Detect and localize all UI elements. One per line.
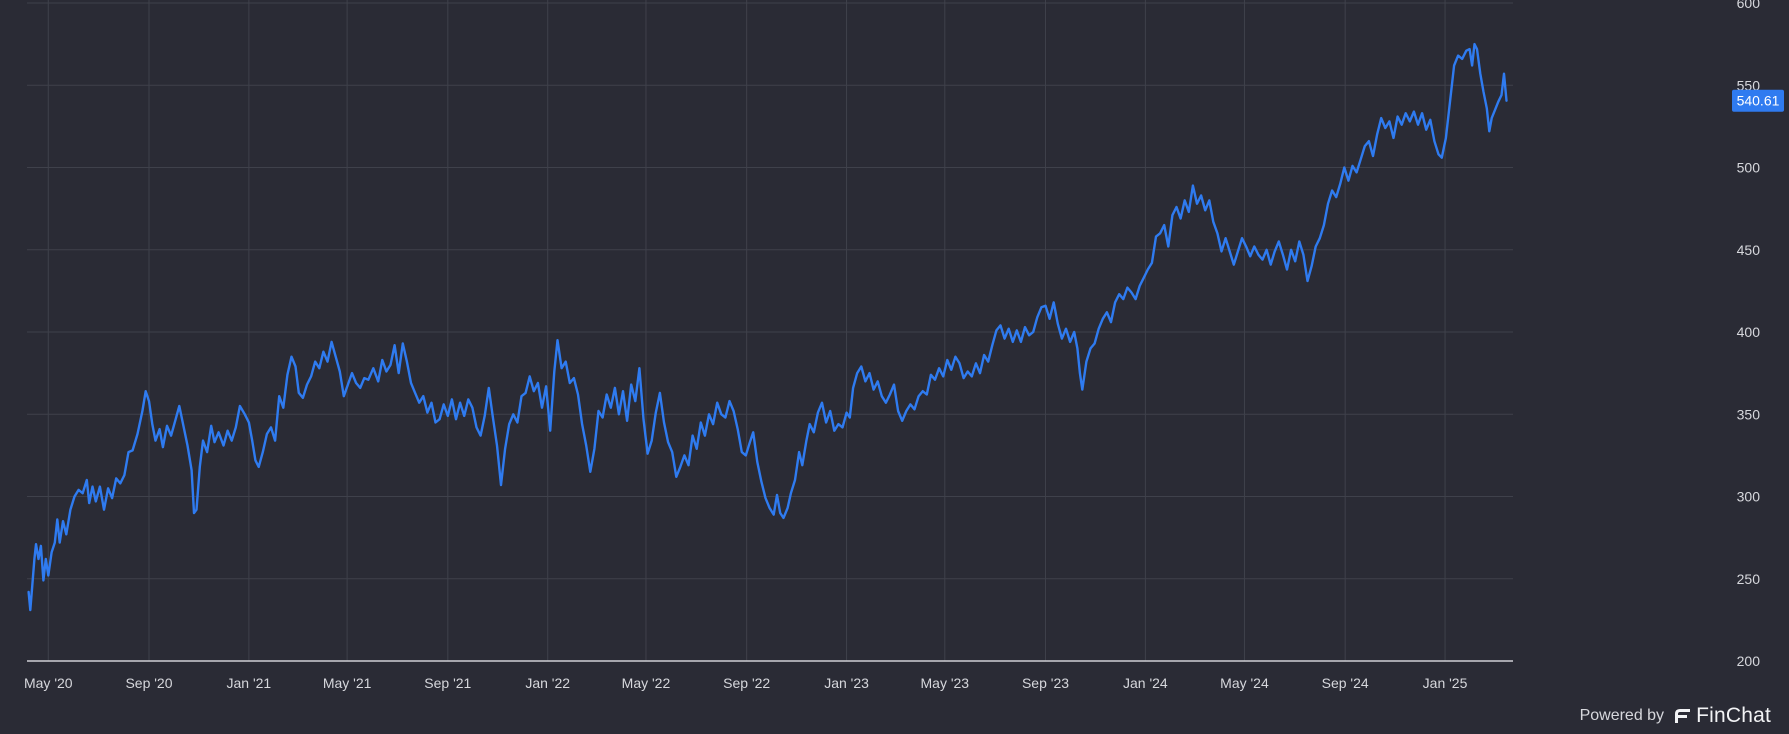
x-tick-label: May '24: [1220, 675, 1269, 691]
x-tick-label: Sep '23: [1022, 675, 1069, 691]
vertical-gridlines: [47, 0, 1446, 661]
x-tick-label: Sep '21: [424, 675, 471, 691]
x-tick-label: Sep '24: [1322, 675, 1369, 691]
y-tick-label: 200: [1737, 653, 1761, 669]
y-tick-label: 400: [1737, 324, 1761, 340]
x-tick-label: May '21: [323, 675, 372, 691]
horizontal-gridlines: [27, 2, 1513, 580]
y-tick-label: 600: [1737, 0, 1761, 11]
x-tick-label: Jan '23: [824, 675, 869, 691]
x-tick-label: May '22: [622, 675, 671, 691]
x-tick-label: Jan '22: [525, 675, 570, 691]
x-tick-label: Jan '21: [227, 675, 272, 691]
y-tick-label: 300: [1737, 489, 1761, 505]
y-tick-label: 450: [1737, 242, 1761, 258]
last-price-label: 540.61: [1737, 93, 1780, 109]
x-tick-label: May '20: [24, 675, 73, 691]
last-price-tag: 540.61: [1732, 89, 1784, 112]
y-tick-label: 500: [1737, 160, 1761, 176]
footer-attribution[interactable]: Powered by FinChat: [1580, 704, 1771, 728]
powered-by-label: Powered by: [1579, 707, 1665, 724]
price-series-line: [27, 42, 1508, 612]
finchat-logo-icon: [1675, 709, 1691, 723]
last-price-tag-background: [1732, 89, 1784, 112]
y-tick-label: 550: [1737, 77, 1761, 93]
x-tick-label: Jan '24: [1123, 675, 1168, 691]
x-tick-label: Jan '25: [1423, 675, 1468, 691]
y-tick-label: 350: [1737, 406, 1761, 422]
x-tick-label: Sep '20: [125, 675, 172, 691]
y-tick-label: 250: [1737, 571, 1761, 587]
x-axis-tick-labels: May '20 Sep '20 Jan '21 May '21 Sep '21 Jan '…: [24, 675, 1468, 691]
x-tick-label: May '23: [921, 675, 970, 691]
x-tick-label: Sep '22: [723, 675, 770, 691]
finchat-brand-name: FinChat: [1696, 704, 1771, 727]
y-axis-tick-labels: 200 250 300 350 400 450 500 550 600: [1737, 0, 1761, 669]
finchat-logo[interactable]: FinChat: [1672, 704, 1771, 728]
